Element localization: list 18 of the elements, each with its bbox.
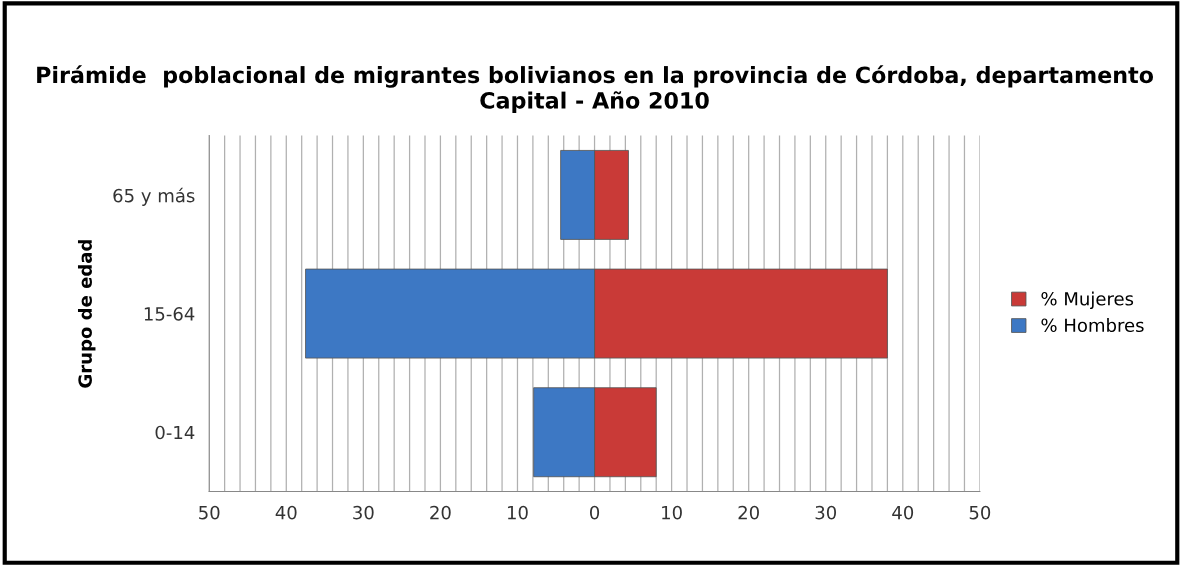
x-tick-label: 30 [353, 505, 374, 520]
x-tick-label: 20 [738, 505, 759, 520]
x-tick-label: 0 [589, 505, 600, 520]
x-tick-label: 10 [507, 505, 528, 520]
chart-title: Pirámide poblacional de migrantes bolivianos en la provincia de Córdoba, departamento Capital - Año 2010 [37, 65, 1154, 114]
legend-label: % Hombres [1041, 318, 1144, 333]
legend-label: % Mujeres [1041, 291, 1134, 310]
x-tick-label: 30 [815, 505, 837, 520]
x-tick-label: 50 [969, 505, 991, 520]
x-tick-label: 20 [430, 505, 451, 520]
y-tick-label: 0-14 [155, 425, 195, 440]
x-tick-label: 40 [892, 505, 914, 520]
x-tick-label: 50 [199, 505, 220, 520]
x-tick-label: 40 [275, 505, 297, 520]
y-axis-title: Grupo de edad [77, 240, 96, 388]
y-tick-label: 15-64 [144, 307, 195, 321]
y-tick-label: 65 y más [113, 187, 195, 206]
x-tick-label: 10 [662, 505, 682, 520]
